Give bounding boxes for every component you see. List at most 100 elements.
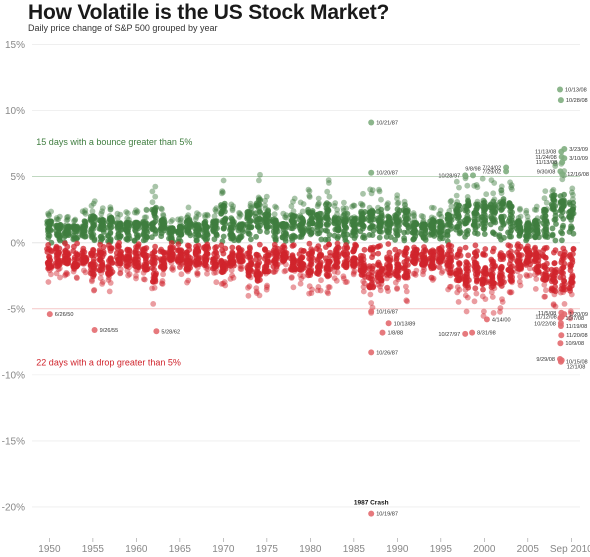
- down-day-dot: [430, 275, 437, 282]
- up-day-dot: [99, 208, 105, 215]
- up-day-dot: [401, 237, 408, 244]
- up-day-dot: [308, 230, 315, 237]
- down-day-dot: [566, 285, 573, 291]
- up-day-dot: [70, 222, 77, 229]
- annotation-label: 10/9/08: [565, 341, 584, 347]
- x-tick-label: 1990: [386, 544, 409, 555]
- down-day-dot: [176, 247, 183, 254]
- down-day-dot: [133, 275, 139, 282]
- down-day-dot: [542, 271, 548, 278]
- up-day-dot: [570, 192, 576, 198]
- up-day-dot: [324, 188, 331, 195]
- up-day-dot: [282, 238, 289, 244]
- up-day-dot: [531, 218, 538, 225]
- up-day-dot: [385, 200, 391, 207]
- up-day-dot: [544, 206, 550, 212]
- down-day-dot: [213, 279, 220, 286]
- up-day-dot: [394, 200, 401, 207]
- up-day-dot: [550, 186, 557, 193]
- down-day-dot: [332, 252, 339, 258]
- extreme-day-dot: [91, 327, 98, 333]
- annotation-label: 10/22/08: [534, 321, 556, 327]
- up-day-dot: [255, 194, 262, 201]
- up-day-dot: [91, 198, 98, 205]
- up-day-dot: [490, 190, 497, 197]
- down-day-dot: [401, 273, 408, 280]
- up-day-dot: [195, 211, 202, 218]
- up-day-dot: [531, 206, 538, 213]
- down-day-dot: [227, 276, 234, 282]
- down-day-dot: [89, 277, 95, 283]
- extreme-day-dot: [559, 171, 566, 178]
- up-day-dot: [394, 192, 401, 199]
- up-day-dot: [272, 203, 278, 210]
- down-day-dot: [517, 243, 524, 250]
- down-day-dot: [447, 272, 454, 279]
- down-day-dot: [315, 268, 321, 274]
- up-day-dot: [213, 205, 220, 212]
- x-tick-label: 2000: [473, 544, 496, 555]
- up-day-dot: [280, 210, 287, 217]
- down-day-dot: [117, 266, 124, 273]
- down-day-dot: [282, 267, 289, 274]
- down-day-dot: [517, 273, 523, 280]
- down-day-dot: [323, 244, 329, 251]
- annotation-label: 11/20/08: [566, 333, 587, 339]
- down-day-dot: [254, 275, 261, 282]
- up-day-dot: [453, 206, 459, 213]
- up-day-dot: [160, 211, 167, 218]
- down-day-dot: [219, 247, 226, 254]
- down-day-dot: [44, 246, 50, 252]
- down-day-dot: [437, 258, 444, 264]
- up-day-dot: [291, 195, 298, 202]
- up-day-dot: [384, 205, 391, 211]
- extreme-day-dot: [483, 316, 490, 323]
- up-day-dot: [133, 224, 140, 231]
- up-day-dot: [177, 217, 184, 224]
- down-day-dot: [229, 244, 236, 251]
- up-day-dot: [283, 214, 290, 221]
- up-day-dot: [418, 213, 425, 219]
- up-day-dot: [253, 210, 259, 217]
- up-day-dot: [256, 177, 262, 184]
- up-day-dot: [534, 231, 541, 237]
- down-day-dot: [548, 285, 555, 292]
- annotation-label: 10/27/97: [438, 332, 460, 338]
- up-day-dot: [124, 236, 131, 243]
- up-day-dot: [90, 231, 97, 238]
- up-day-dot: [368, 190, 375, 197]
- up-day-dot: [369, 187, 376, 194]
- up-day-dot: [341, 199, 347, 206]
- up-day-dot: [160, 220, 167, 227]
- down-day-dot: [48, 265, 54, 272]
- down-day-dot: [438, 248, 445, 255]
- up-day-dot: [543, 228, 549, 235]
- up-day-dot: [448, 203, 455, 210]
- down-day-dot: [64, 256, 71, 263]
- up-day-dot: [313, 212, 320, 218]
- up-day-dot: [169, 217, 176, 223]
- up-day-dot: [543, 199, 550, 206]
- up-day-dot: [350, 202, 357, 209]
- up-day-dot: [368, 216, 375, 223]
- bounce-note: 15 days with a bounce greater than 5%: [36, 137, 192, 147]
- up-day-dot: [220, 233, 227, 240]
- up-day-dot: [72, 216, 79, 223]
- down-day-dot: [218, 242, 225, 249]
- down-day-dot: [395, 276, 402, 283]
- up-day-dot: [349, 203, 355, 210]
- up-day-dot: [202, 218, 209, 225]
- up-day-dot: [323, 205, 330, 212]
- up-day-dot: [202, 235, 209, 242]
- down-day-dot: [541, 281, 548, 288]
- up-day-dot: [79, 225, 86, 232]
- up-day-dot: [378, 196, 384, 203]
- up-day-dot: [411, 219, 418, 226]
- up-day-dot: [331, 216, 338, 223]
- up-day-dot: [248, 205, 255, 212]
- down-day-dot: [489, 262, 496, 269]
- up-day-dot: [46, 212, 52, 219]
- annotation-label: 9/26/55: [100, 328, 119, 334]
- up-day-dot: [55, 216, 62, 223]
- up-day-dot: [359, 215, 366, 222]
